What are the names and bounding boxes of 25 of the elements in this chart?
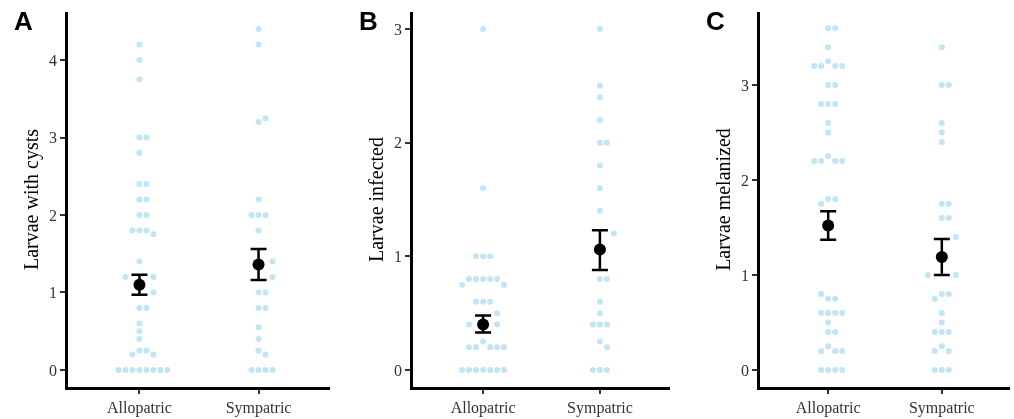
y-axis-title: Larvae melanized	[711, 128, 734, 271]
y-tick-label: 2	[49, 206, 58, 224]
y-tick-label: 3	[394, 20, 403, 38]
chart-title: C	[706, 6, 725, 36]
y-axis-title: Larvae infected	[364, 137, 387, 262]
y-tick-label: 2	[741, 171, 750, 189]
y-tick-label: 4	[49, 51, 58, 69]
y-tick-label: 1	[394, 247, 403, 265]
y-tick-label: 3	[49, 129, 58, 147]
x-tick-label: Sympatric	[225, 398, 292, 417]
x-tick-label: Allopatric	[795, 398, 861, 417]
y-tick-label: 0	[394, 361, 403, 379]
y-tick-label: 0	[49, 361, 58, 379]
chart-title: B	[359, 6, 378, 36]
x-tick-label: Allopatric	[450, 398, 516, 417]
chart-title: A	[14, 6, 33, 36]
y-tick-label: 0	[741, 361, 750, 379]
y-tick-label: 3	[741, 76, 750, 94]
x-tick-label: Allopatric	[107, 398, 172, 417]
y-axis-title: Larvae with cysts	[19, 128, 43, 271]
x-tick-label: Sympatric	[908, 398, 975, 417]
y-tick-label: 1	[49, 284, 58, 302]
y-tick-label: 2	[394, 134, 403, 152]
y-tick-label: 1	[741, 266, 750, 284]
x-tick-label: Sympatric	[567, 398, 633, 417]
